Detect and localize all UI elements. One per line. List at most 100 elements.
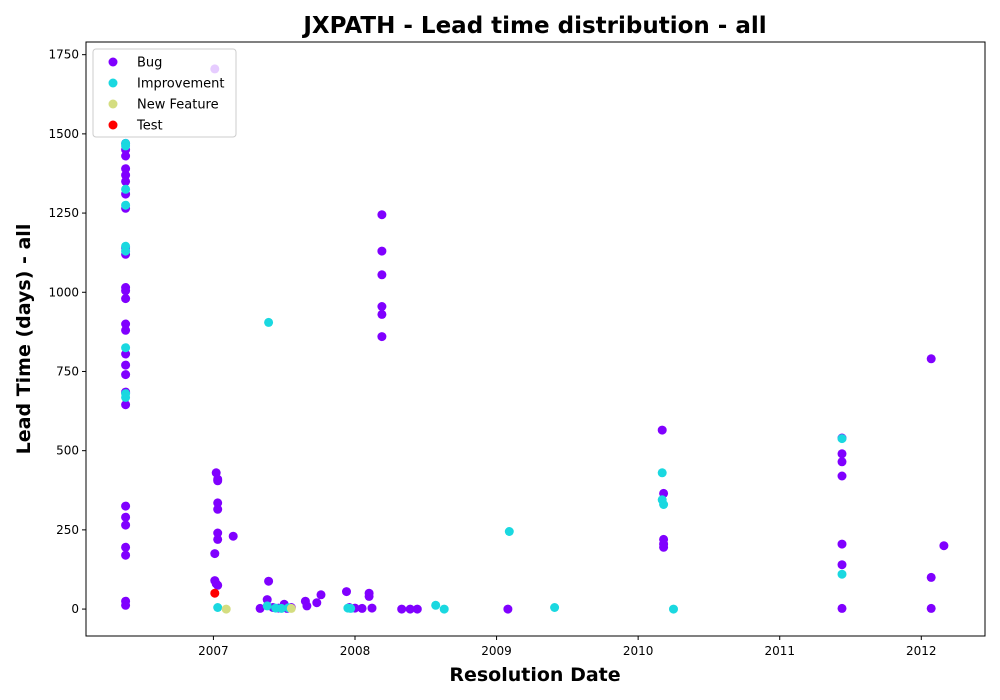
point-bug-57 <box>364 591 374 601</box>
point-improvement-24 <box>669 604 678 614</box>
point-bug-36 <box>228 531 238 541</box>
y-tick-label-4: 1000 <box>48 285 79 299</box>
point-improvement-10 <box>264 317 274 327</box>
title-layer: JXPATH - Lead time distribution - all <box>301 13 766 39</box>
point-bug-52 <box>342 587 351 597</box>
point-bug-34 <box>213 534 223 544</box>
point-improvement-16 <box>346 603 356 613</box>
x-tick-label-1: 2008 <box>340 644 371 658</box>
point-bug-77 <box>837 471 847 481</box>
y-tick-label-0: 0 <box>71 602 79 616</box>
x-tick-label-4: 2011 <box>764 644 795 658</box>
y-axis-title: Lead Time (days) - all <box>13 224 35 455</box>
point-bug-15 <box>121 349 131 359</box>
point-bug-39 <box>213 580 223 590</box>
y-tick-label-1: 250 <box>56 523 79 537</box>
point-bug-19 <box>121 400 131 410</box>
legend-marker-new-feature <box>108 99 118 109</box>
point-bug-11 <box>121 286 131 296</box>
y-tick-label-3: 750 <box>56 364 79 378</box>
point-improvement-1 <box>121 141 131 151</box>
point-bug-13 <box>121 319 131 329</box>
y-tick-label-6: 1500 <box>48 127 79 141</box>
point-bug-82 <box>926 572 936 582</box>
x-tick-label-0: 2007 <box>198 644 229 658</box>
point-bug-66 <box>405 604 415 614</box>
point-bug-2 <box>121 151 131 161</box>
point-bug-31 <box>213 498 223 508</box>
point-bug-17 <box>121 370 131 380</box>
point-improvement-23 <box>659 500 669 509</box>
point-bug-68 <box>503 604 513 614</box>
point-bug-12 <box>121 294 131 304</box>
plot-frame <box>85 41 986 637</box>
legend-label-bug: Bug <box>137 56 162 71</box>
point-bug-5 <box>121 176 131 186</box>
point-bug-50 <box>312 598 322 608</box>
point-bug-84 <box>939 541 949 551</box>
point-bug-69 <box>657 425 667 435</box>
legend-label-new-feature: New Feature <box>137 98 219 113</box>
chart-title: JXPATH - Lead time distribution - all <box>301 13 766 39</box>
point-bug-3 <box>121 164 131 174</box>
x-axis-title: Resolution Date <box>449 664 620 686</box>
point-bug-55 <box>357 603 367 613</box>
axes-layer: 2007 2008 2009 2010 2011 2012 0 250 500 750 1000 12… <box>48 48 936 658</box>
point-bug-61 <box>377 270 387 280</box>
point-improvement-21 <box>657 468 667 478</box>
point-bug-30 <box>213 476 223 486</box>
axis-titles: Resolution Date Lead Time (days) - all <box>13 224 621 686</box>
point-bug-21 <box>121 512 131 522</box>
point-bug-51 <box>316 590 326 600</box>
point-bug-64 <box>377 332 387 342</box>
point-bug-80 <box>837 603 847 613</box>
point-bug-62 <box>377 302 387 311</box>
point-bug-40 <box>255 603 265 613</box>
legend-marker-bug <box>108 57 118 67</box>
point-improvement-2 <box>121 184 131 194</box>
series-improvement <box>121 138 847 614</box>
point-improvement-25 <box>837 434 847 444</box>
legend-label-test: Test <box>136 119 163 134</box>
series-new-feature <box>221 603 296 614</box>
point-bug-4 <box>121 170 131 180</box>
point-bug-49 <box>302 601 312 611</box>
point-bug-16 <box>121 360 131 370</box>
legend-marker-improvement <box>108 78 118 88</box>
point-bug-65 <box>397 604 407 614</box>
point-bug-67 <box>412 604 422 614</box>
point-new-feature-0 <box>221 604 231 614</box>
y-tick-label-7: 1750 <box>48 48 79 62</box>
point-improvement-20 <box>550 603 560 612</box>
point-bug-41 <box>262 595 272 605</box>
y-tick-label-2: 500 <box>56 444 79 458</box>
legend-marker-test <box>108 120 118 130</box>
point-improvement-9 <box>213 603 223 612</box>
point-bug-42 <box>264 576 274 586</box>
point-improvement-17 <box>431 600 441 610</box>
point-bug-83 <box>926 603 936 613</box>
point-bug-26 <box>121 600 131 610</box>
point-improvement-26 <box>837 569 847 579</box>
point-improvement-3 <box>121 200 131 210</box>
point-improvement-5 <box>121 246 131 256</box>
legend-label-improvement: Improvement <box>137 77 224 92</box>
point-bug-73 <box>659 542 669 552</box>
point-improvement-18 <box>439 604 449 614</box>
point-bug-78 <box>837 539 847 549</box>
point-new-feature-1 <box>286 603 296 613</box>
point-bug-60 <box>377 246 387 256</box>
point-bug-14 <box>121 325 131 335</box>
point-bug-75 <box>837 449 847 459</box>
point-bug-23 <box>121 542 131 552</box>
point-bug-35 <box>210 549 220 559</box>
point-bug-79 <box>837 560 847 570</box>
point-improvement-11 <box>262 601 272 611</box>
point-bug-63 <box>377 309 387 319</box>
point-bug-58 <box>367 603 377 613</box>
point-test-0 <box>210 588 220 598</box>
y-tick-label-5: 1250 <box>48 206 79 220</box>
point-bug-20 <box>121 501 131 511</box>
point-improvement-19 <box>504 527 514 536</box>
